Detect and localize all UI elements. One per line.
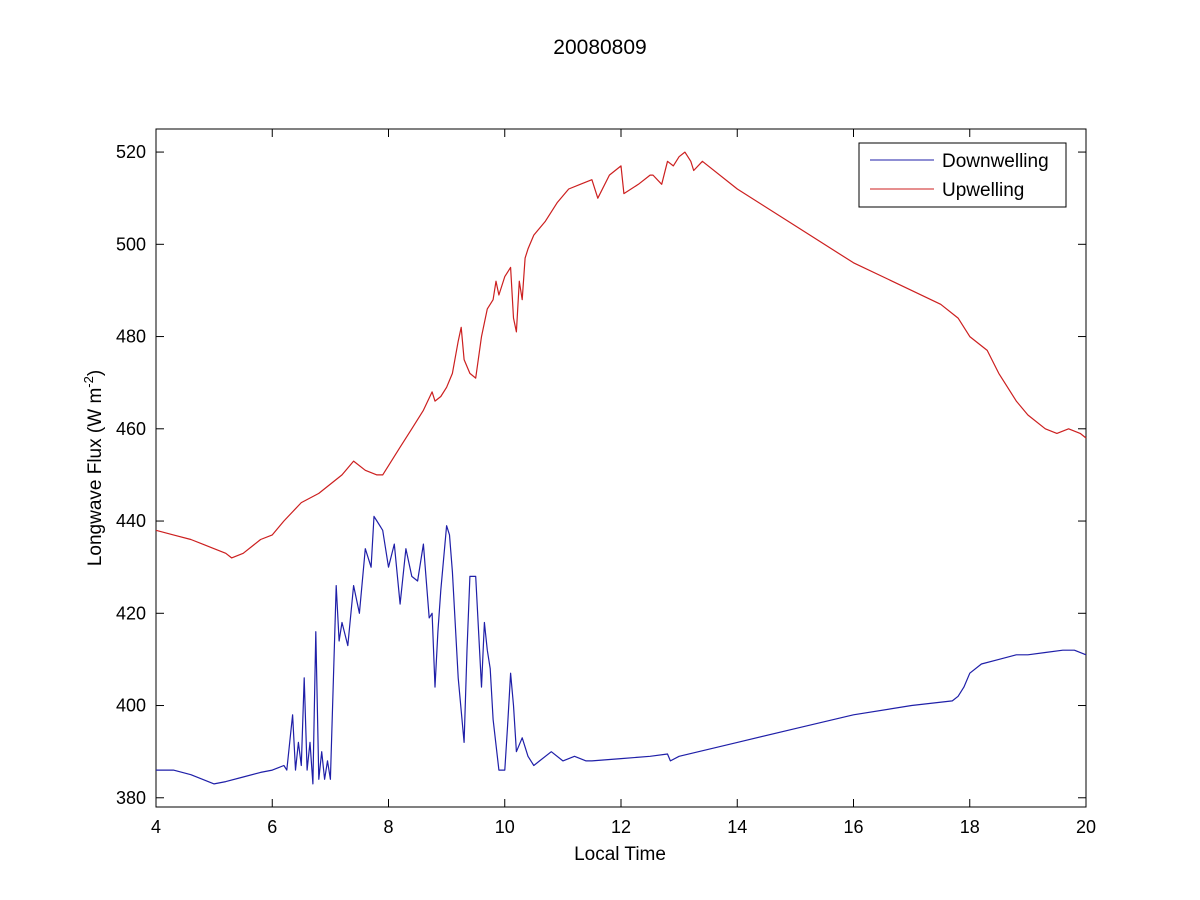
series-line-downwelling: [156, 515, 1087, 785]
x-tick-label: 14: [727, 817, 747, 837]
x-tick-label: 16: [843, 817, 863, 837]
y-tick-label: 460: [116, 419, 146, 439]
legend: Downwelling Upwelling: [858, 142, 1067, 208]
x-tick-label: 6: [267, 817, 277, 837]
axis-ticks: 4 6 8 10 12 14 16 18 20 380 400 420 440 460 480 500 520: [116, 129, 1096, 837]
x-tick-label: 12: [611, 817, 631, 837]
y-axis-label-suffix: ): [85, 370, 106, 376]
legend-label-upwelling: Upwelling: [942, 180, 1024, 201]
x-tick-label: 8: [383, 817, 393, 837]
x-tick-label: 18: [960, 817, 980, 837]
series-line-upwelling: [155, 151, 1087, 559]
plot-area: [155, 128, 1087, 808]
y-tick-label: 420: [116, 603, 146, 623]
legend-label-downwelling: Downwelling: [942, 151, 1049, 172]
chart-title: 20080809: [553, 36, 646, 59]
x-axis-label: Local Time: [574, 844, 666, 865]
y-tick-label: 440: [116, 511, 146, 531]
y-tick-label: 380: [116, 788, 146, 808]
y-axis-label: Longwave Flux (W m-2): [81, 370, 106, 566]
y-axis-label-prefix: Longwave Flux (W m: [85, 388, 106, 566]
y-tick-label: 400: [116, 696, 146, 716]
x-tick-label: 10: [495, 817, 515, 837]
y-tick-label: 520: [116, 142, 146, 162]
y-tick-label: 480: [116, 327, 146, 347]
legend-box: [858, 142, 1067, 208]
series-lines: [155, 151, 1087, 785]
y-tick-label: 500: [116, 234, 146, 254]
y-axis-label-superscript: -2: [81, 376, 96, 388]
x-tick-label: 20: [1076, 817, 1096, 837]
x-tick-label: 4: [151, 817, 161, 837]
